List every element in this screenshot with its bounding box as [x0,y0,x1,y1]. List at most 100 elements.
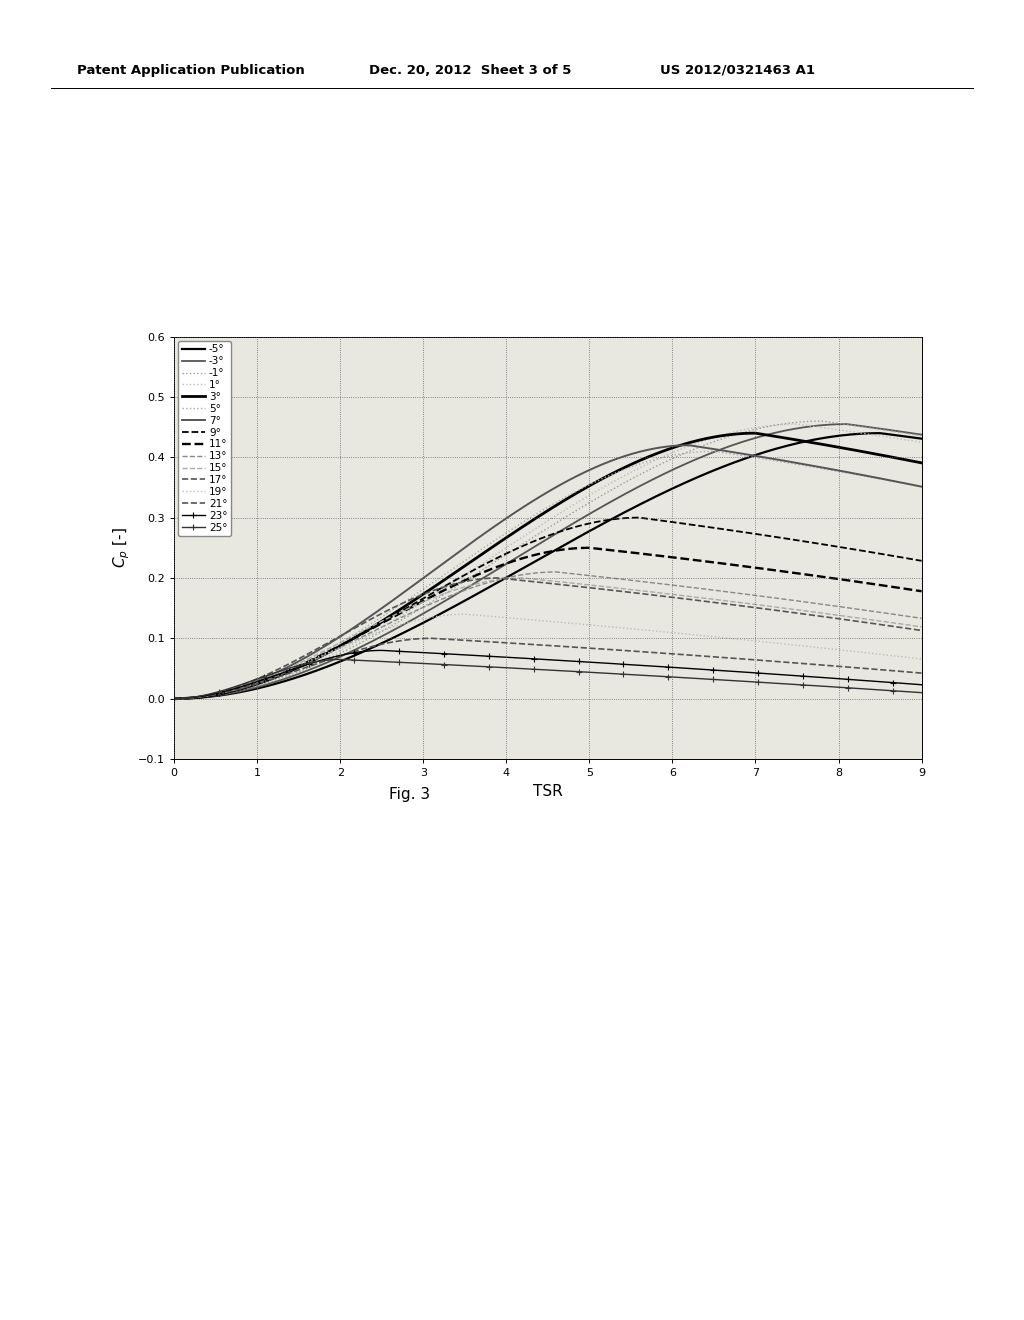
15° [782,601,795,616]
25° [614,667,627,682]
15° [614,581,627,597]
-1° [168,690,180,706]
7° [612,450,625,466]
9° [168,690,180,706]
7° [899,475,911,491]
-3° [780,422,793,438]
1° [523,525,536,541]
11° [583,540,595,556]
1° [612,471,625,487]
19° [529,612,542,628]
-5° [168,690,180,706]
1° [572,494,585,510]
-3° [841,416,853,432]
19° [524,611,537,627]
-5° [899,429,911,445]
3° [750,425,762,441]
5° [899,475,911,491]
13° [527,565,540,581]
3° [523,515,536,531]
15° [515,570,527,586]
1° [790,416,802,432]
5° [523,511,536,527]
17° [524,573,537,589]
15° [915,619,928,635]
Line: 11°: 11° [174,548,922,698]
11° [782,564,795,579]
21° [782,655,795,671]
-5° [523,557,536,573]
17° [168,690,180,706]
25° [782,676,795,692]
11° [168,690,180,706]
17° [614,583,627,599]
5° [782,455,795,471]
1° [915,434,928,450]
19° [459,606,471,622]
7° [782,454,795,470]
Line: 1°: 1° [174,424,922,698]
-1° [815,413,827,429]
9° [899,550,911,566]
15° [529,572,542,587]
19° [573,616,586,632]
X-axis label: TSR: TSR [532,784,563,799]
1° [899,432,911,447]
19° [168,690,180,706]
-5° [915,430,928,446]
17° [492,570,504,586]
19° [915,651,928,667]
Line: 9°: 9° [174,517,922,698]
13° [899,609,911,624]
13° [614,572,627,587]
11° [523,549,536,565]
-3° [915,426,928,442]
-3° [899,424,911,440]
21° [524,636,537,652]
Line: 15°: 15° [174,578,922,698]
-3° [523,543,536,558]
-3° [527,540,540,556]
21° [573,640,586,656]
21° [529,636,542,652]
23° [614,656,627,672]
Line: 19°: 19° [174,614,922,698]
9° [782,531,795,546]
Line: 13°: 13° [174,572,922,698]
17° [573,578,586,594]
25° [573,664,586,680]
23° [573,653,586,669]
25° [899,684,911,700]
15° [573,576,586,591]
Line: 5°: 5° [174,451,922,698]
11° [915,583,928,599]
21° [424,631,436,647]
Text: US 2012/0321463 A1: US 2012/0321463 A1 [660,63,815,77]
17° [782,605,795,620]
1° [527,521,540,537]
Line: -3°: -3° [174,424,922,698]
5° [612,463,625,479]
17° [899,620,911,636]
5° [915,479,928,495]
Legend: -5°, -3°, -1°, 1°, 3°, 5°, 7°, 9°, 11°, 13°, 15°, 17°, 19°, 21°, 23°, 25°: -5°, -3°, -1°, 1°, 3°, 5°, 7°, 9°, 11°, … [178,341,231,536]
5° [572,482,585,498]
15° [168,690,180,706]
-5° [780,438,793,454]
11° [614,544,627,560]
19° [782,636,795,652]
3° [915,455,928,471]
3° [899,451,911,467]
7° [682,437,694,453]
Line: 21°: 21° [174,639,922,698]
7° [915,479,928,495]
23° [899,676,911,692]
25° [333,652,345,668]
25° [524,661,537,677]
11° [572,540,585,556]
9° [612,511,625,527]
7° [168,690,180,706]
Text: Fig. 3: Fig. 3 [389,787,430,801]
-5° [527,554,540,570]
23° [375,643,387,659]
